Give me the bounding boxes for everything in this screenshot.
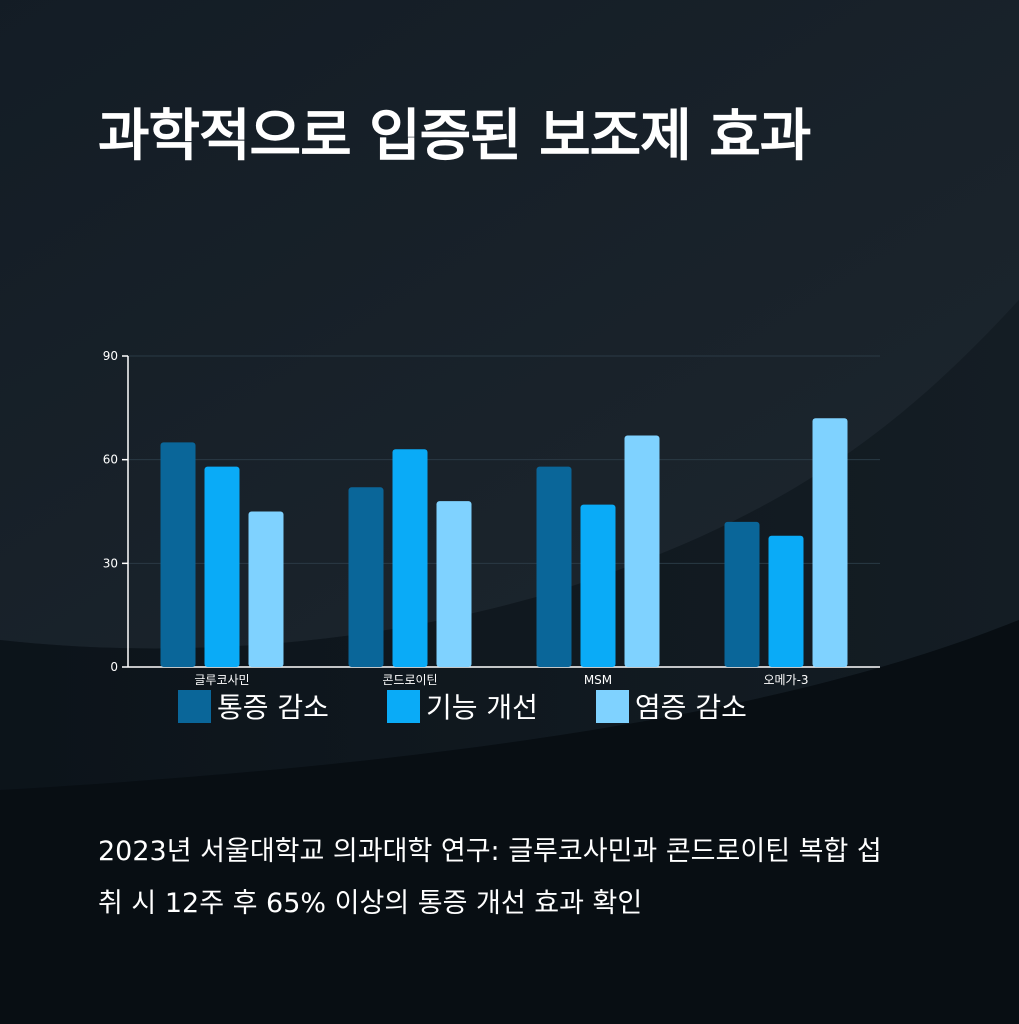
bar: [724, 521, 760, 667]
y-tick-label: 0: [110, 660, 118, 674]
legend-item-function: 기능 개선: [386, 686, 538, 726]
legend-swatch: [386, 689, 420, 723]
bar: [536, 466, 572, 667]
y-tick-label: 90: [103, 349, 118, 363]
page-title: 과학적으로 입증된 보조제 효과: [98, 104, 811, 169]
bar: [248, 511, 284, 667]
legend-item-pain: 통증 감소: [178, 686, 329, 726]
bar: [348, 487, 384, 667]
chart-legend: 통증 감소 기능 개선 염증 감소: [178, 688, 805, 724]
bar: [392, 449, 428, 667]
legend-label: 염증 감소: [634, 691, 747, 724]
y-tick-label: 60: [103, 453, 118, 467]
study-caption: 2023년 서울대학교 의과대학 연구: 글루코사민과 콘드로이틴 복합 섭취 …: [98, 836, 882, 919]
bar: [812, 418, 848, 667]
bar: [768, 535, 804, 667]
bar: [160, 442, 196, 667]
legend-swatch: [178, 689, 211, 723]
x-tick-label: 글루코사민: [194, 673, 249, 687]
legend-swatch: [595, 689, 629, 723]
x-tick-label: 콘드로이틴: [382, 673, 437, 687]
legend-label: 통증 감소: [217, 691, 329, 724]
x-tick-label: MSM: [584, 673, 612, 687]
bar: [580, 504, 616, 667]
legend-item-inflammation: 염증 감소: [595, 686, 747, 726]
bar: [624, 435, 660, 667]
x-tick-label: 오메가-3: [763, 673, 808, 687]
legend-label: 기능 개선: [425, 691, 538, 724]
bar: [204, 466, 240, 667]
y-tick-label: 30: [103, 556, 118, 570]
bar: [436, 501, 472, 667]
